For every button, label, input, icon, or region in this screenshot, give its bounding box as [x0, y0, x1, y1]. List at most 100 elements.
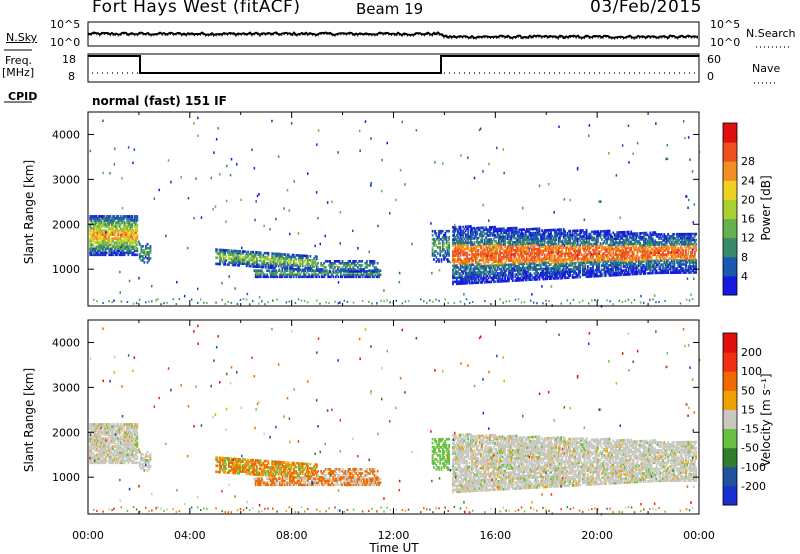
power-cell [500, 235, 503, 239]
power-cell [96, 223, 99, 226]
power-cell [621, 251, 624, 254]
power-cell [458, 282, 461, 285]
power-cell [108, 227, 111, 230]
power-cell [340, 275, 342, 279]
power-cell [604, 231, 607, 235]
power-cell [487, 240, 490, 243]
power-cell [121, 241, 123, 244]
power-cell [282, 257, 285, 260]
power-cell [649, 237, 652, 241]
power-cell [494, 244, 496, 247]
power-cell [340, 270, 342, 273]
power-cell [499, 257, 501, 261]
cpid-value: normal (fast) 151 IF [92, 94, 227, 108]
power-cell [267, 264, 270, 267]
power-cell [123, 241, 126, 244]
power-cell [142, 255, 144, 258]
power-cell [659, 247, 662, 250]
power-cell [503, 231, 505, 234]
power-cell [466, 227, 468, 230]
power-cell [505, 263, 508, 267]
power-cell [557, 262, 560, 266]
power-cell [369, 262, 371, 265]
power-cell [353, 260, 356, 263]
power-cell [687, 238, 690, 242]
power-cell [455, 266, 458, 269]
power-cell [643, 241, 645, 245]
power-cell [524, 272, 527, 276]
power-cell [126, 235, 128, 238]
power-cell [256, 259, 258, 262]
power-cell [280, 261, 282, 264]
power-cell [539, 235, 542, 239]
power-cell [534, 268, 537, 271]
power-cell [589, 236, 592, 240]
power-cell [567, 274, 570, 277]
power-cell [508, 265, 510, 269]
power-cell [570, 241, 573, 245]
power-cell [622, 232, 625, 236]
power-cell [480, 234, 482, 238]
power-cell [615, 257, 617, 261]
power-cell [543, 255, 546, 259]
power-cell [531, 252, 533, 255]
power-cell [522, 276, 524, 280]
power-cell [618, 273, 621, 277]
power-cell [94, 223, 97, 226]
power-cell [463, 251, 466, 255]
power-cell [681, 253, 683, 256]
power-cell [524, 268, 527, 272]
power-cell [625, 240, 627, 244]
power-cell [578, 233, 580, 236]
power-cell [146, 257, 149, 260]
power-cell [508, 233, 510, 236]
power-cell [609, 237, 612, 241]
power-cell [545, 257, 547, 260]
power-cell [556, 264, 559, 268]
power-cell [598, 262, 601, 266]
power-cell [306, 266, 309, 270]
power-cell [491, 262, 494, 265]
power-cell [665, 237, 668, 240]
power-cell [458, 272, 461, 275]
power-cell [546, 255, 549, 258]
power-cell [104, 253, 107, 257]
power-cell [96, 231, 99, 234]
power-cell [603, 236, 606, 239]
power-cell [236, 260, 239, 263]
power-cell [643, 266, 645, 269]
power-cell [492, 254, 495, 257]
power-cell [528, 278, 531, 282]
power-cell [608, 245, 611, 249]
power-cell [243, 260, 246, 263]
power-cell [637, 256, 640, 259]
power-cell [281, 273, 284, 277]
power-cell [542, 277, 545, 281]
power-cell [519, 272, 522, 276]
power-cell [457, 280, 459, 283]
power-cell [489, 232, 491, 235]
power-cell [463, 247, 466, 251]
power-cell [556, 248, 559, 252]
power-cell [90, 245, 93, 248]
power-cell [282, 253, 285, 256]
power-cell [253, 261, 256, 264]
power-cell [306, 269, 309, 272]
power-cell [99, 245, 102, 248]
power-cell [133, 215, 136, 218]
power-cell [651, 247, 654, 251]
power-cell [504, 243, 506, 247]
power-cell [501, 233, 504, 237]
power-cell [553, 254, 556, 258]
power-cell [482, 264, 485, 268]
power-cell [534, 239, 537, 243]
power-cell [671, 249, 673, 252]
power-cell [673, 247, 676, 250]
power-cell [529, 268, 532, 271]
power-cell [299, 273, 302, 277]
power-cell [472, 227, 475, 230]
power-cell [692, 242, 695, 246]
power-cell [660, 263, 663, 266]
power-cell [667, 237, 669, 240]
power-cell [375, 268, 377, 271]
